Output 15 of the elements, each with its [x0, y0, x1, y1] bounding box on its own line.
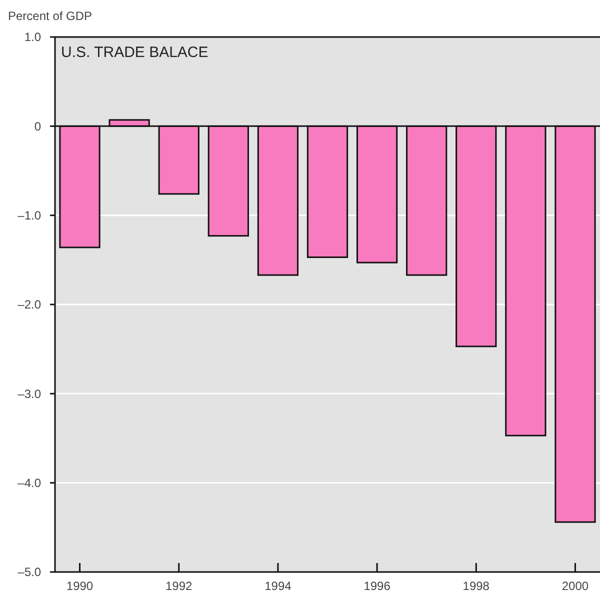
x-tick-label: 1990 [66, 579, 94, 593]
y-tick-label: –1.0 [18, 208, 42, 223]
y-tick-label: –2.0 [18, 298, 42, 312]
x-tick-label: 1996 [364, 579, 391, 593]
x-tick-label: 1998 [462, 579, 490, 593]
y-tick-label: –3.0 [18, 386, 42, 401]
text: U.S. TRADE BALACE [61, 44, 208, 61]
x-tick-label: 1992 [166, 579, 193, 593]
x-tick-label: 2000 [562, 579, 589, 593]
y-tick-label: 0 [34, 119, 42, 134]
x-tick-label: 1994 [264, 579, 292, 593]
y-tick-label: 1.0 [24, 30, 42, 44]
y-tick-label: –4.0 [18, 476, 42, 490]
y-tick-label: –5.0 [18, 565, 42, 580]
y-axis-title: Percent of GDP [8, 9, 92, 23]
